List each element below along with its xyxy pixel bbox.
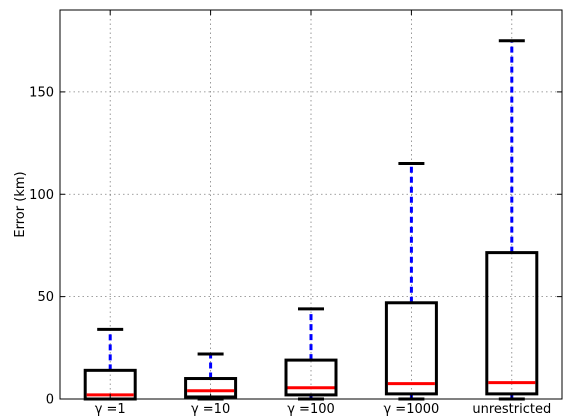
box-group: [384, 162, 438, 401]
ticks: 0 50 100 150 γ =1 γ =10 γ =100 γ =1000 unrestric…: [29, 10, 562, 417]
box-group: [485, 39, 539, 401]
y-tick-label: 0: [46, 393, 54, 408]
x-category-label: γ =100: [287, 402, 335, 417]
y-tick-label: 50: [37, 290, 54, 305]
x-category-label: unrestricted: [472, 402, 551, 417]
box-layer: [83, 39, 539, 401]
y-axis-label: Error (km): [13, 171, 28, 237]
x-category-label: γ =1: [95, 402, 126, 417]
box-group: [284, 307, 338, 401]
iqr-box: [284, 358, 338, 397]
iqr-box: [485, 251, 539, 396]
x-category-label: γ =10: [191, 402, 230, 417]
x-category-label: γ =1000: [383, 402, 439, 417]
box-group: [184, 352, 238, 401]
y-tick-label: 100: [29, 188, 54, 203]
y-tick-label: 150: [29, 85, 54, 100]
iqr-box: [384, 301, 438, 396]
